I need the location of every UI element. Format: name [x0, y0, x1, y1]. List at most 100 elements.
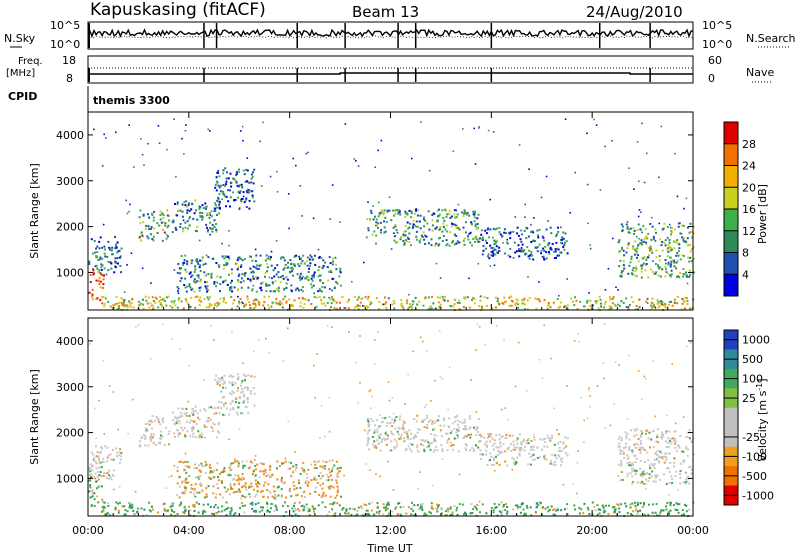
range-gate-cell [602, 506, 605, 509]
range-gate-cell [462, 215, 465, 218]
noise-cell [403, 440, 405, 443]
range-gate-cell [421, 509, 424, 512]
range-gate-cell [394, 209, 397, 212]
range-gate-cell [207, 229, 210, 232]
range-gate-cell [382, 513, 385, 516]
noise-cell [242, 302, 244, 305]
range-gate-cell [686, 299, 689, 302]
range-gate-cell [378, 512, 381, 515]
range-gate-cell [428, 443, 431, 446]
noise-cell [410, 157, 413, 160]
range-gate-cell [305, 503, 308, 506]
range-gate-cell [216, 281, 219, 284]
range-gate-cell [689, 231, 692, 234]
range-gate-cell [314, 507, 317, 510]
range-gate-cell [334, 496, 337, 499]
range-gate-cell [188, 475, 191, 477]
range-gate-cell [422, 304, 425, 307]
range-gate-cell [231, 390, 234, 393]
range-gate-cell [464, 427, 467, 429]
range-gate-cell [422, 231, 425, 234]
range-gate-cell [303, 262, 306, 265]
range-gate-cell [632, 301, 635, 303]
range-gate-cell [115, 501, 118, 504]
range-gate-cell [462, 428, 465, 430]
range-gate-cell [187, 208, 190, 211]
range-gate-cell [229, 205, 231, 208]
colorbar-tick-label: 16 [742, 203, 756, 216]
range-gate-cell [204, 496, 206, 499]
range-gate-cell [373, 429, 376, 432]
noise-cell [625, 306, 628, 308]
range-gate-cell [533, 240, 536, 242]
noise-cell [367, 201, 369, 203]
range-gate-cell [599, 508, 602, 511]
range-gate-cell [366, 444, 369, 447]
range-gate-cell [670, 233, 673, 236]
range-gate-cell [689, 465, 692, 468]
range-gate-cell [437, 215, 440, 218]
noise-cell [103, 133, 105, 136]
range-gate-cell [139, 209, 142, 212]
range-gate-cell [191, 408, 194, 410]
noise-cell [428, 169, 431, 172]
range-gate-cell [448, 244, 451, 247]
range-gate-cell [446, 230, 449, 233]
range-gate-cell [114, 235, 116, 238]
nave-label: Nave [746, 66, 774, 79]
range-gate-cell [530, 514, 533, 517]
range-gate-cell [329, 495, 332, 498]
range-gate-cell [124, 509, 127, 512]
range-gate-cell [100, 466, 103, 469]
range-gate-cell [405, 431, 408, 434]
colorbar-segment [724, 209, 738, 232]
range-gate-cell [628, 264, 631, 267]
range-gate-cell [471, 512, 474, 514]
range-gate-cell [523, 440, 525, 443]
noise-cell [140, 138, 142, 140]
range-gate-cell [626, 226, 629, 229]
range-gate-cell [535, 307, 538, 310]
range-gate-cell [236, 373, 239, 376]
range-gate-cell [621, 449, 624, 452]
range-gate-cell [367, 436, 369, 439]
range-gate-cell [653, 467, 656, 470]
noise-cell [355, 361, 358, 364]
noise-cell [458, 473, 461, 476]
range-gate-cell [682, 273, 685, 276]
range-gate-cell [516, 446, 519, 449]
noise-cell [269, 175, 272, 178]
range-gate-cell [419, 506, 422, 509]
range-gate-cell [183, 485, 186, 488]
range-gate-cell [171, 510, 174, 512]
range-gate-cell [668, 481, 671, 484]
range-gate-cell [528, 235, 530, 238]
velocity-colorbar-label-sup: -1 [755, 383, 764, 391]
range-gate-cell [91, 492, 94, 495]
range-gate-cell [184, 465, 187, 468]
noise-cell [245, 460, 248, 462]
range-gate-cell [498, 503, 501, 506]
range-gate-cell [186, 260, 189, 263]
range-gate-cell [549, 246, 552, 249]
range-gate-cell [177, 417, 179, 419]
range-gate-cell [554, 464, 557, 467]
noise-cell [636, 235, 638, 238]
range-gate-cell [181, 429, 184, 432]
range-gate-cell [209, 226, 211, 229]
range-gate-cell [451, 511, 454, 514]
range-gate-cell [679, 476, 682, 479]
range-gate-cell [321, 495, 324, 498]
range-gate-cell [237, 190, 240, 193]
range-gate-cell [516, 506, 519, 509]
range-gate-cell [400, 436, 402, 439]
range-gate-cell [369, 301, 372, 303]
range-gate-cell [360, 505, 363, 508]
range-gate-cell [465, 444, 468, 447]
range-gate-cell [243, 201, 246, 204]
range-gate-cell [284, 295, 286, 298]
noise-cell [157, 125, 160, 127]
range-gate-cell [215, 412, 218, 415]
range-gate-cell [679, 435, 682, 437]
range-gate-cell [492, 254, 495, 257]
